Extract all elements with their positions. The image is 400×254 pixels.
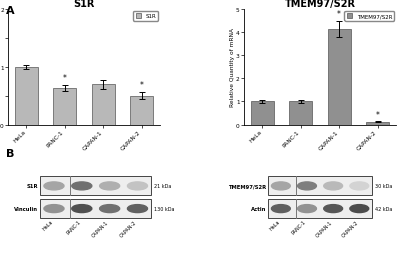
Ellipse shape bbox=[100, 182, 120, 190]
Bar bbox=[328, 30, 351, 125]
Text: *: * bbox=[376, 110, 380, 119]
Bar bbox=[130, 96, 153, 125]
Text: CAPAN-2: CAPAN-2 bbox=[119, 219, 138, 237]
Ellipse shape bbox=[128, 182, 148, 190]
Bar bbox=[92, 85, 115, 125]
Title: TMEM97/S2R: TMEM97/S2R bbox=[284, 0, 356, 9]
Ellipse shape bbox=[44, 182, 64, 190]
Bar bbox=[53, 89, 76, 125]
Bar bbox=[366, 122, 389, 125]
Bar bbox=[15, 68, 38, 125]
Text: 21 kDa: 21 kDa bbox=[154, 184, 171, 189]
Ellipse shape bbox=[324, 205, 342, 213]
Text: Vinculin: Vinculin bbox=[14, 206, 38, 211]
Legend: S1R: S1R bbox=[133, 12, 158, 21]
Text: 42 kDa: 42 kDa bbox=[375, 206, 392, 211]
Text: Actin: Actin bbox=[251, 206, 266, 211]
Text: CAPAN-1: CAPAN-1 bbox=[91, 219, 110, 237]
Ellipse shape bbox=[128, 205, 148, 213]
Text: *: * bbox=[337, 10, 341, 19]
Text: *: * bbox=[140, 81, 144, 89]
Bar bbox=[289, 102, 312, 125]
Text: S1R: S1R bbox=[27, 184, 38, 189]
Text: B: B bbox=[6, 149, 14, 158]
Text: 130 kDa: 130 kDa bbox=[154, 206, 174, 211]
Ellipse shape bbox=[72, 205, 92, 213]
Text: A: A bbox=[6, 6, 15, 16]
Bar bbox=[40, 177, 151, 196]
Text: TMEM97/S2R: TMEM97/S2R bbox=[228, 184, 266, 189]
Ellipse shape bbox=[272, 182, 290, 190]
Text: HeLa: HeLa bbox=[268, 219, 281, 231]
Bar bbox=[268, 177, 372, 196]
Ellipse shape bbox=[324, 182, 342, 190]
Y-axis label: Relative Quantity of mRNA: Relative Quantity of mRNA bbox=[230, 28, 234, 107]
Text: HeLa: HeLa bbox=[42, 219, 54, 231]
Ellipse shape bbox=[44, 205, 64, 213]
Text: *: * bbox=[63, 74, 67, 83]
Bar bbox=[268, 199, 372, 218]
Text: PANC-1: PANC-1 bbox=[66, 219, 82, 235]
Legend: TMEM97/S2R: TMEM97/S2R bbox=[344, 12, 394, 21]
Ellipse shape bbox=[298, 205, 316, 213]
Ellipse shape bbox=[272, 205, 290, 213]
Text: PANC-1: PANC-1 bbox=[291, 219, 307, 235]
Text: 30 kDa: 30 kDa bbox=[375, 184, 392, 189]
Ellipse shape bbox=[72, 182, 92, 190]
Text: CAPAN-2: CAPAN-2 bbox=[341, 219, 359, 237]
Ellipse shape bbox=[100, 205, 120, 213]
Ellipse shape bbox=[298, 182, 316, 190]
Title: S1R: S1R bbox=[73, 0, 95, 9]
Ellipse shape bbox=[350, 205, 369, 213]
Bar bbox=[40, 199, 151, 218]
Bar bbox=[251, 102, 274, 125]
Ellipse shape bbox=[350, 182, 369, 190]
Text: CAPAN-1: CAPAN-1 bbox=[314, 219, 333, 237]
